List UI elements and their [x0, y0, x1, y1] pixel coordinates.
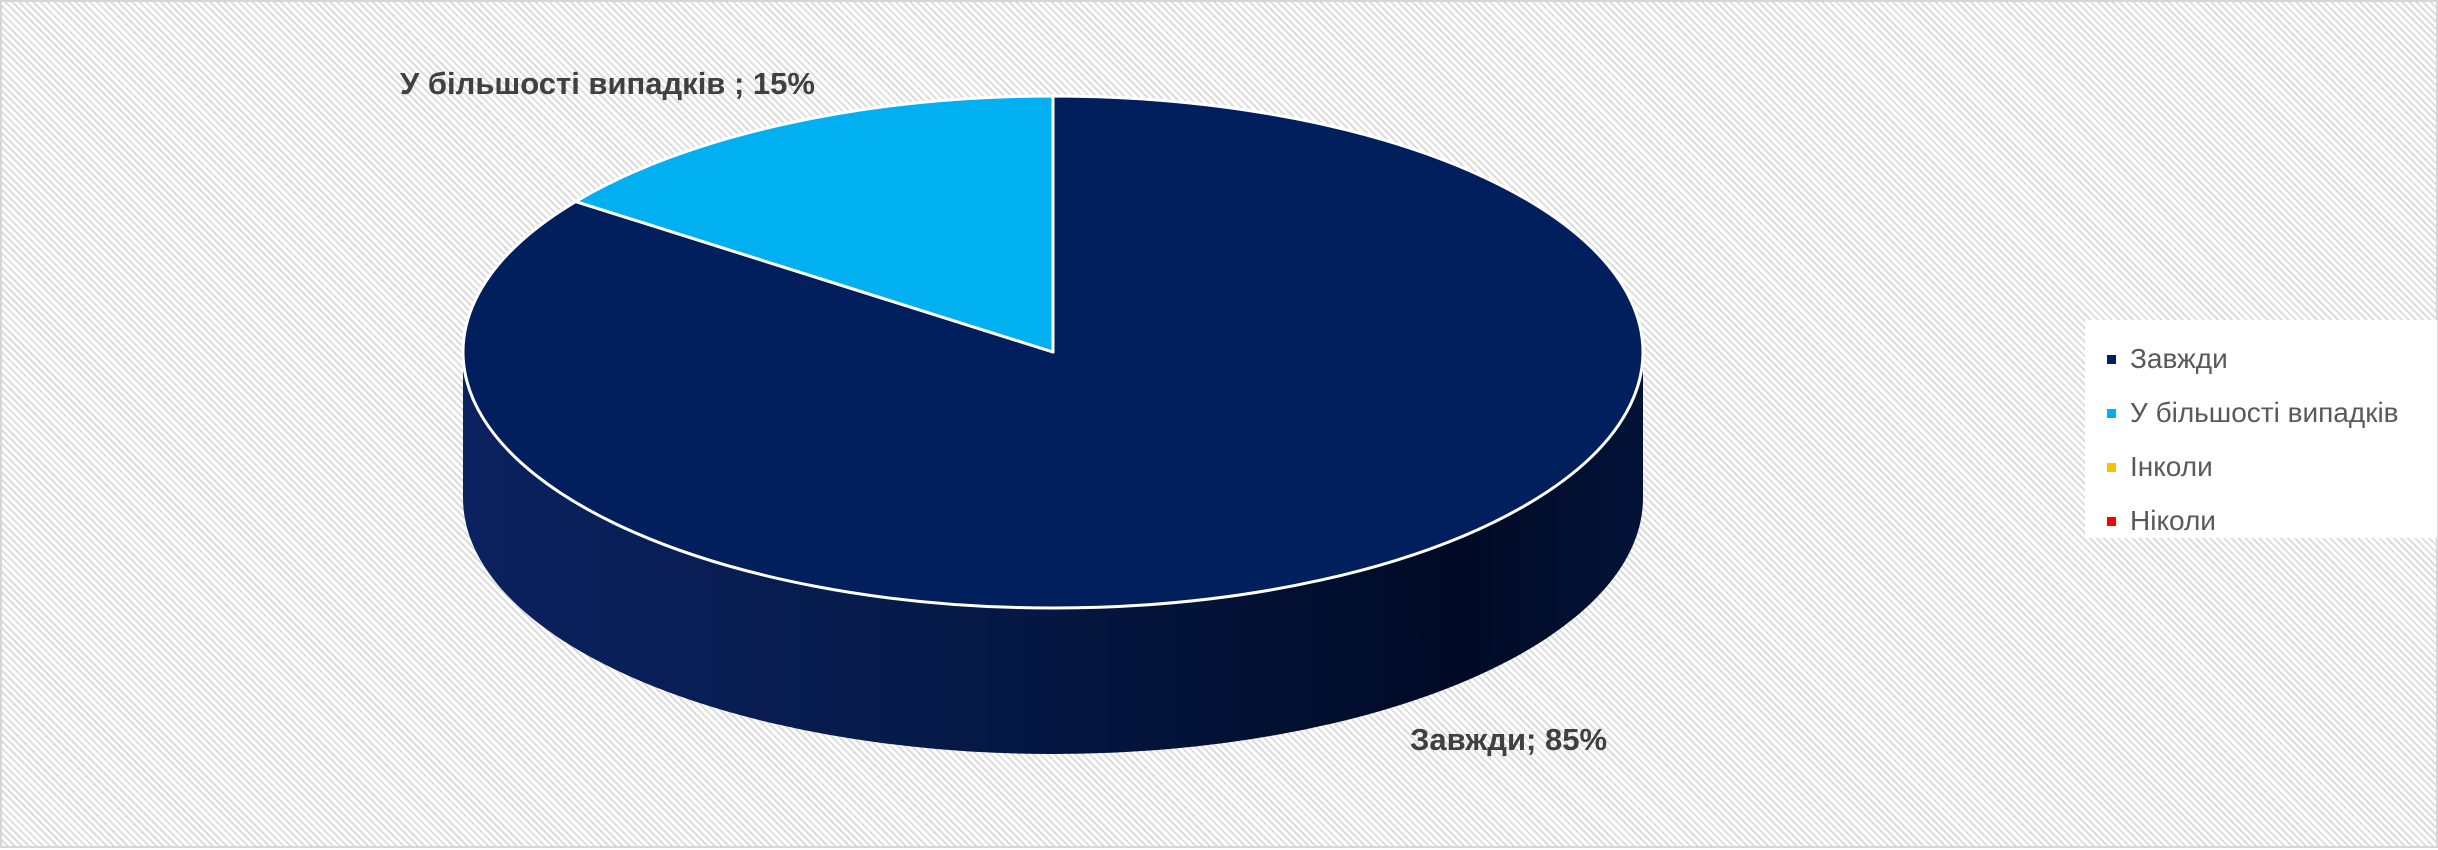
legend-item-most-cases: У більшості випадків: [2107, 386, 2437, 440]
data-label-most-cases: У більшості випадків ; 15%: [400, 66, 815, 101]
legend-label-never: Ніколи: [2130, 505, 2216, 536]
legend-swatch-always: [2107, 354, 2116, 364]
legend-item-sometimes: Інколи: [2107, 440, 2437, 494]
legend-item-never: Ніколи: [2107, 494, 2437, 548]
legend-swatch-sometimes: [2107, 462, 2116, 472]
legend-label-always: Завжди: [2130, 343, 2228, 374]
legend-item-always: Завжди: [2107, 332, 2437, 386]
data-label-always: Завжди; 85%: [1410, 722, 1608, 757]
legend-label-sometimes: Інколи: [2130, 451, 2213, 482]
legend: Завжди У більшості випадків Інколи Нікол…: [2085, 320, 2437, 538]
legend-label-most-cases: У більшості випадків: [2130, 397, 2399, 428]
legend-swatch-most-cases: [2107, 408, 2116, 418]
legend-swatch-never: [2107, 516, 2116, 526]
pie-side-wall: [463, 352, 1643, 754]
pie-slice-most-cases: [574, 94, 1055, 354]
